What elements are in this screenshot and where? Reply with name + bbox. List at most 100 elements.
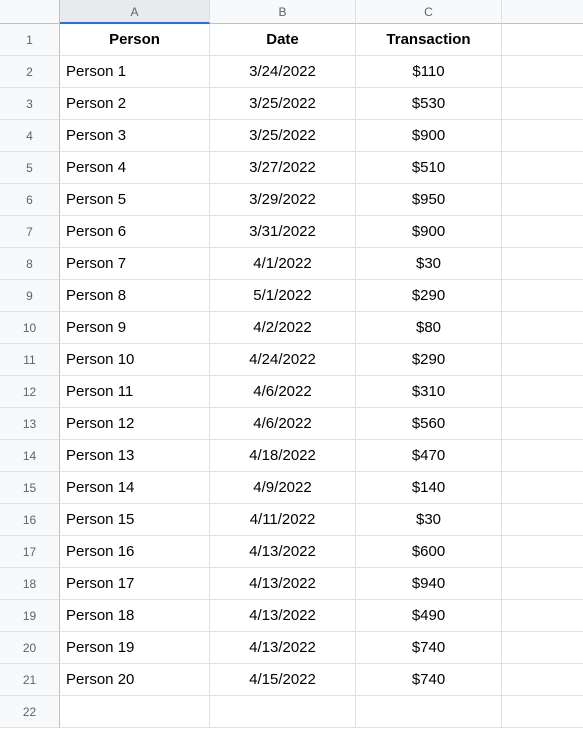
cell-person[interactable]: Person 16 [60, 536, 210, 568]
cell-person[interactable]: Person 13 [60, 440, 210, 472]
cell-date[interactable]: 4/15/2022 [210, 664, 356, 696]
cell-transaction[interactable]: $30 [356, 248, 502, 280]
row-header[interactable]: 5 [0, 152, 60, 184]
row-header[interactable]: 8 [0, 248, 60, 280]
cell-extra[interactable] [502, 376, 583, 408]
cell-date[interactable]: 3/24/2022 [210, 56, 356, 88]
row-header[interactable]: 20 [0, 632, 60, 664]
cell-extra[interactable] [502, 632, 583, 664]
cell-transaction[interactable]: $600 [356, 536, 502, 568]
cell-person[interactable]: Person 7 [60, 248, 210, 280]
cell-person[interactable]: Person 17 [60, 568, 210, 600]
row-header[interactable]: 15 [0, 472, 60, 504]
cell-transaction[interactable]: $900 [356, 120, 502, 152]
cell-date[interactable]: 3/25/2022 [210, 88, 356, 120]
col-header-c[interactable]: C [356, 0, 502, 24]
cell-date[interactable]: 4/18/2022 [210, 440, 356, 472]
cell-extra[interactable] [502, 344, 583, 376]
cell-extra[interactable] [502, 152, 583, 184]
col-header-b[interactable]: B [210, 0, 356, 24]
cell-date[interactable]: 4/6/2022 [210, 408, 356, 440]
cell-extra[interactable] [502, 312, 583, 344]
cell-person[interactable]: Person 20 [60, 664, 210, 696]
row-header[interactable]: 13 [0, 408, 60, 440]
cell-transaction[interactable]: $510 [356, 152, 502, 184]
cell-person[interactable]: Person 19 [60, 632, 210, 664]
cell-transaction[interactable]: $140 [356, 472, 502, 504]
cell-person[interactable]: Person 10 [60, 344, 210, 376]
cell-extra[interactable] [502, 88, 583, 120]
select-all-corner[interactable] [0, 0, 60, 24]
cell-extra[interactable] [502, 664, 583, 696]
cell-transaction[interactable]: $470 [356, 440, 502, 472]
cell-transaction[interactable]: $110 [356, 56, 502, 88]
cell-date[interactable]: 4/1/2022 [210, 248, 356, 280]
cell-date[interactable]: 4/11/2022 [210, 504, 356, 536]
cell-transaction[interactable]: $30 [356, 504, 502, 536]
cell-transaction[interactable]: $290 [356, 344, 502, 376]
cell-b1[interactable]: Date [210, 24, 356, 56]
cell-extra[interactable] [502, 216, 583, 248]
cell-date[interactable]: 4/9/2022 [210, 472, 356, 504]
cell-date[interactable]: 4/24/2022 [210, 344, 356, 376]
cell-extra[interactable] [502, 408, 583, 440]
cell-extra[interactable] [502, 120, 583, 152]
row-header[interactable]: 16 [0, 504, 60, 536]
cell-person[interactable]: Person 18 [60, 600, 210, 632]
cell-transaction[interactable]: $740 [356, 632, 502, 664]
row-header[interactable]: 12 [0, 376, 60, 408]
row-header[interactable]: 6 [0, 184, 60, 216]
cell-date[interactable]: 4/13/2022 [210, 632, 356, 664]
row-header[interactable]: 21 [0, 664, 60, 696]
col-header-extra[interactable] [502, 0, 583, 24]
cell-date[interactable]: 4/13/2022 [210, 568, 356, 600]
cell-extra[interactable] [502, 536, 583, 568]
row-header[interactable]: 4 [0, 120, 60, 152]
cell-person[interactable]: Person 8 [60, 280, 210, 312]
cell-person[interactable]: Person 14 [60, 472, 210, 504]
row-header[interactable]: 7 [0, 216, 60, 248]
cell-empty[interactable] [356, 696, 502, 728]
row-header[interactable]: 11 [0, 344, 60, 376]
col-header-a[interactable]: A [60, 0, 210, 24]
row-header[interactable]: 9 [0, 280, 60, 312]
cell-extra[interactable] [502, 440, 583, 472]
cell-extra[interactable] [502, 568, 583, 600]
cell-extra[interactable] [502, 248, 583, 280]
cell-transaction[interactable]: $290 [356, 280, 502, 312]
cell-transaction[interactable]: $80 [356, 312, 502, 344]
cell-date[interactable]: 4/13/2022 [210, 600, 356, 632]
cell-extra[interactable] [502, 56, 583, 88]
row-header[interactable]: 22 [0, 696, 60, 728]
cell-person[interactable]: Person 12 [60, 408, 210, 440]
row-header[interactable]: 18 [0, 568, 60, 600]
cell-person[interactable]: Person 5 [60, 184, 210, 216]
cell-date[interactable]: 3/31/2022 [210, 216, 356, 248]
cell-extra[interactable] [502, 472, 583, 504]
cell-transaction[interactable]: $310 [356, 376, 502, 408]
cell-person[interactable]: Person 1 [60, 56, 210, 88]
cell-extra[interactable] [502, 24, 583, 56]
row-header[interactable]: 2 [0, 56, 60, 88]
cell-date[interactable]: 3/29/2022 [210, 184, 356, 216]
cell-person[interactable]: Person 9 [60, 312, 210, 344]
cell-transaction[interactable]: $530 [356, 88, 502, 120]
cell-date[interactable]: 5/1/2022 [210, 280, 356, 312]
cell-person[interactable]: Person 3 [60, 120, 210, 152]
cell-person[interactable]: Person 6 [60, 216, 210, 248]
cell-extra[interactable] [502, 504, 583, 536]
cell-date[interactable]: 4/6/2022 [210, 376, 356, 408]
cell-extra[interactable] [502, 280, 583, 312]
cell-transaction[interactable]: $940 [356, 568, 502, 600]
cell-extra[interactable] [502, 600, 583, 632]
cell-date[interactable]: 3/25/2022 [210, 120, 356, 152]
row-header[interactable]: 14 [0, 440, 60, 472]
cell-extra[interactable] [502, 696, 583, 728]
cell-date[interactable]: 4/2/2022 [210, 312, 356, 344]
cell-date[interactable]: 3/27/2022 [210, 152, 356, 184]
cell-transaction[interactable]: $560 [356, 408, 502, 440]
row-header[interactable]: 1 [0, 24, 60, 56]
cell-person[interactable]: Person 11 [60, 376, 210, 408]
cell-transaction[interactable]: $900 [356, 216, 502, 248]
cell-transaction[interactable]: $740 [356, 664, 502, 696]
